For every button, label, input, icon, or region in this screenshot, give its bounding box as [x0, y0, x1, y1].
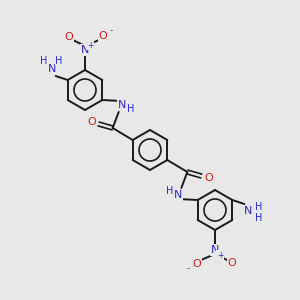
Text: H: H	[166, 186, 173, 196]
Text: N: N	[174, 190, 182, 200]
Text: N: N	[211, 245, 219, 255]
Text: H: H	[255, 202, 262, 212]
Text: -: -	[110, 26, 112, 35]
Text: O: O	[99, 31, 107, 41]
Text: N: N	[47, 64, 56, 74]
Text: N: N	[118, 100, 126, 110]
Text: +: +	[217, 250, 223, 260]
Text: O: O	[204, 173, 213, 183]
Text: H: H	[127, 104, 134, 114]
Text: O: O	[87, 117, 96, 127]
Text: O: O	[64, 32, 74, 42]
Text: +: +	[87, 40, 93, 50]
Text: H: H	[40, 56, 47, 66]
Text: H: H	[55, 56, 62, 66]
Text: O: O	[193, 259, 201, 269]
Text: N: N	[244, 206, 253, 216]
Text: N: N	[81, 45, 89, 55]
Text: H: H	[255, 213, 262, 223]
Text: O: O	[228, 258, 236, 268]
Text: -: -	[186, 265, 190, 274]
